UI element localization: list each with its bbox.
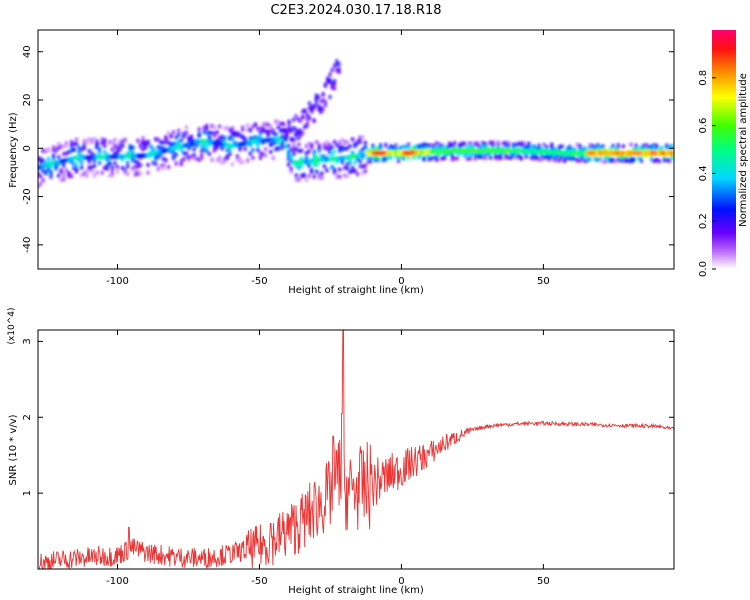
spectrogram-image [38, 59, 674, 189]
colorbar-tick-label: 0.4 [698, 165, 709, 181]
colorbar-tick-label: 0.6 [698, 118, 709, 134]
snr-frame [37, 329, 675, 570]
snr-plot-area [38, 330, 674, 569]
colorbar-gradient [712, 30, 736, 269]
spectrogram-xtick-label: 50 [537, 276, 550, 287]
spectrogram-frame [37, 29, 675, 270]
spectrogram-ytick-label: 40 [22, 45, 33, 58]
snr-ylabel: SNR (10 * v/v) [8, 414, 19, 485]
spectrogram-axes: -100 -50 0 50 -40 -20 0 20 40 [22, 30, 674, 287]
snr-xtick-label: -100 [106, 576, 129, 587]
spectrogram-ylabel: Frequency (Hz) [8, 112, 19, 188]
spectrogram-ytick-label: 20 [22, 94, 33, 107]
spectrogram-xtick-label: -50 [251, 276, 267, 287]
chart-title: C2E3.2024.030.17.18.R18 [270, 3, 441, 18]
spectrogram-ytick-label: -20 [22, 188, 33, 204]
snr-ytick-label: 3 [22, 338, 33, 344]
spectrogram-xtick-label: -100 [106, 276, 129, 287]
spectrogram-xtick-label: 0 [398, 276, 404, 287]
colorbar-tick-label: 0.0 [698, 261, 709, 277]
snr-xtick-label: -50 [251, 576, 267, 587]
snr-multiplier: (x10^4) [7, 307, 17, 344]
snr-ytick-label: 1 [22, 490, 33, 496]
colorbar: 0.0 0.2 0.4 0.6 0.8 Normalized spectral ampl… [698, 30, 749, 277]
snr-panel: -100 -50 0 50 1 2 3 Height of straight line (k… [7, 307, 675, 596]
spectrogram-panel: -100 -50 0 50 -40 -20 0 20 40 Height of straight… [8, 29, 675, 296]
snr-xtick-label: 0 [398, 576, 404, 587]
spectrogram-xlabel: Height of straight line (km) [288, 285, 424, 296]
snr-series-line [38, 330, 674, 569]
snr-ytick-label: 2 [22, 414, 33, 420]
spectrogram-ytick-label: 0 [22, 145, 33, 151]
colorbar-ticks: 0.0 0.2 0.4 0.6 0.8 [698, 70, 716, 277]
snr-xlabel: Height of straight line (km) [288, 585, 424, 596]
snr-xtick-label: 50 [537, 576, 550, 587]
colorbar-tick-label: 0.8 [698, 70, 709, 86]
colorbar-tick-label: 0.2 [698, 213, 709, 229]
colorbar-label: Normalized spectral amplitude [738, 73, 749, 227]
snr-axes: -100 -50 0 50 1 2 3 [22, 330, 674, 587]
spectrogram-ytick-label: -40 [22, 237, 33, 253]
